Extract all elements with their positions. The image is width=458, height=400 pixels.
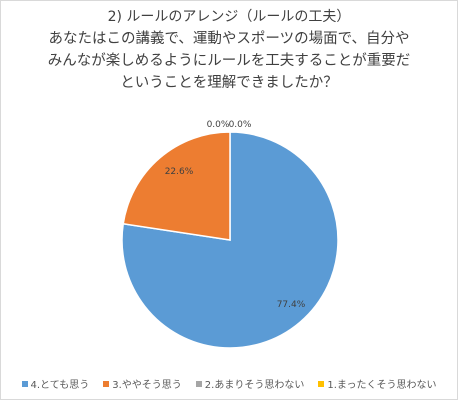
pie-slice-2 [122, 131, 231, 241]
legend-label-2: 2.あまりそう思わない [204, 380, 305, 391]
chart-title-block: 2) ルールのアレンジ（ルールの工夫） あなたはこの講義で、運動やスポーツの場面… [0, 6, 458, 94]
legend-item-1: 1.まったくそう思わない [318, 376, 437, 391]
legend-swatch-4 [21, 380, 28, 387]
data-label-1: 77.4% [277, 300, 306, 310]
data-label-2: 22.6% [165, 167, 194, 177]
legend-swatch-3 [103, 380, 110, 387]
legend-item-4: 4.とても思う [21, 376, 90, 391]
legend-label-1: 1.まったくそう思わない [327, 380, 437, 391]
data-label-4: 0.0% [229, 120, 252, 130]
chart-subtitle-line-2: みんなが楽しめるようにルールを工夫することが重要だ [47, 53, 411, 69]
legend-item-2: 2.あまりそう思わない [195, 376, 305, 391]
chart-title: 2) ルールのアレンジ（ルールの工夫） [107, 9, 351, 25]
legend-swatch-1 [318, 380, 325, 387]
legend-swatch-2 [195, 380, 202, 387]
pie-slice-1 [121, 131, 339, 349]
chart-subtitle-line-3: ということを理解できましたか？ [120, 75, 338, 91]
chart-subtitle-line-1: あなたはこの講義で、運動やスポーツの場面で、自分や [48, 31, 410, 47]
legend-item-3: 3.ややそう思う [103, 376, 182, 391]
legend: 4.とても思う 3.ややそう思う 2.あまりそう思わない 1.まったくそう思わな… [0, 376, 458, 391]
legend-label-4: 4.とても思う [30, 380, 90, 391]
legend-label-3: 3.ややそう思う [112, 380, 182, 391]
data-label-3: 0.0% [207, 120, 230, 130]
